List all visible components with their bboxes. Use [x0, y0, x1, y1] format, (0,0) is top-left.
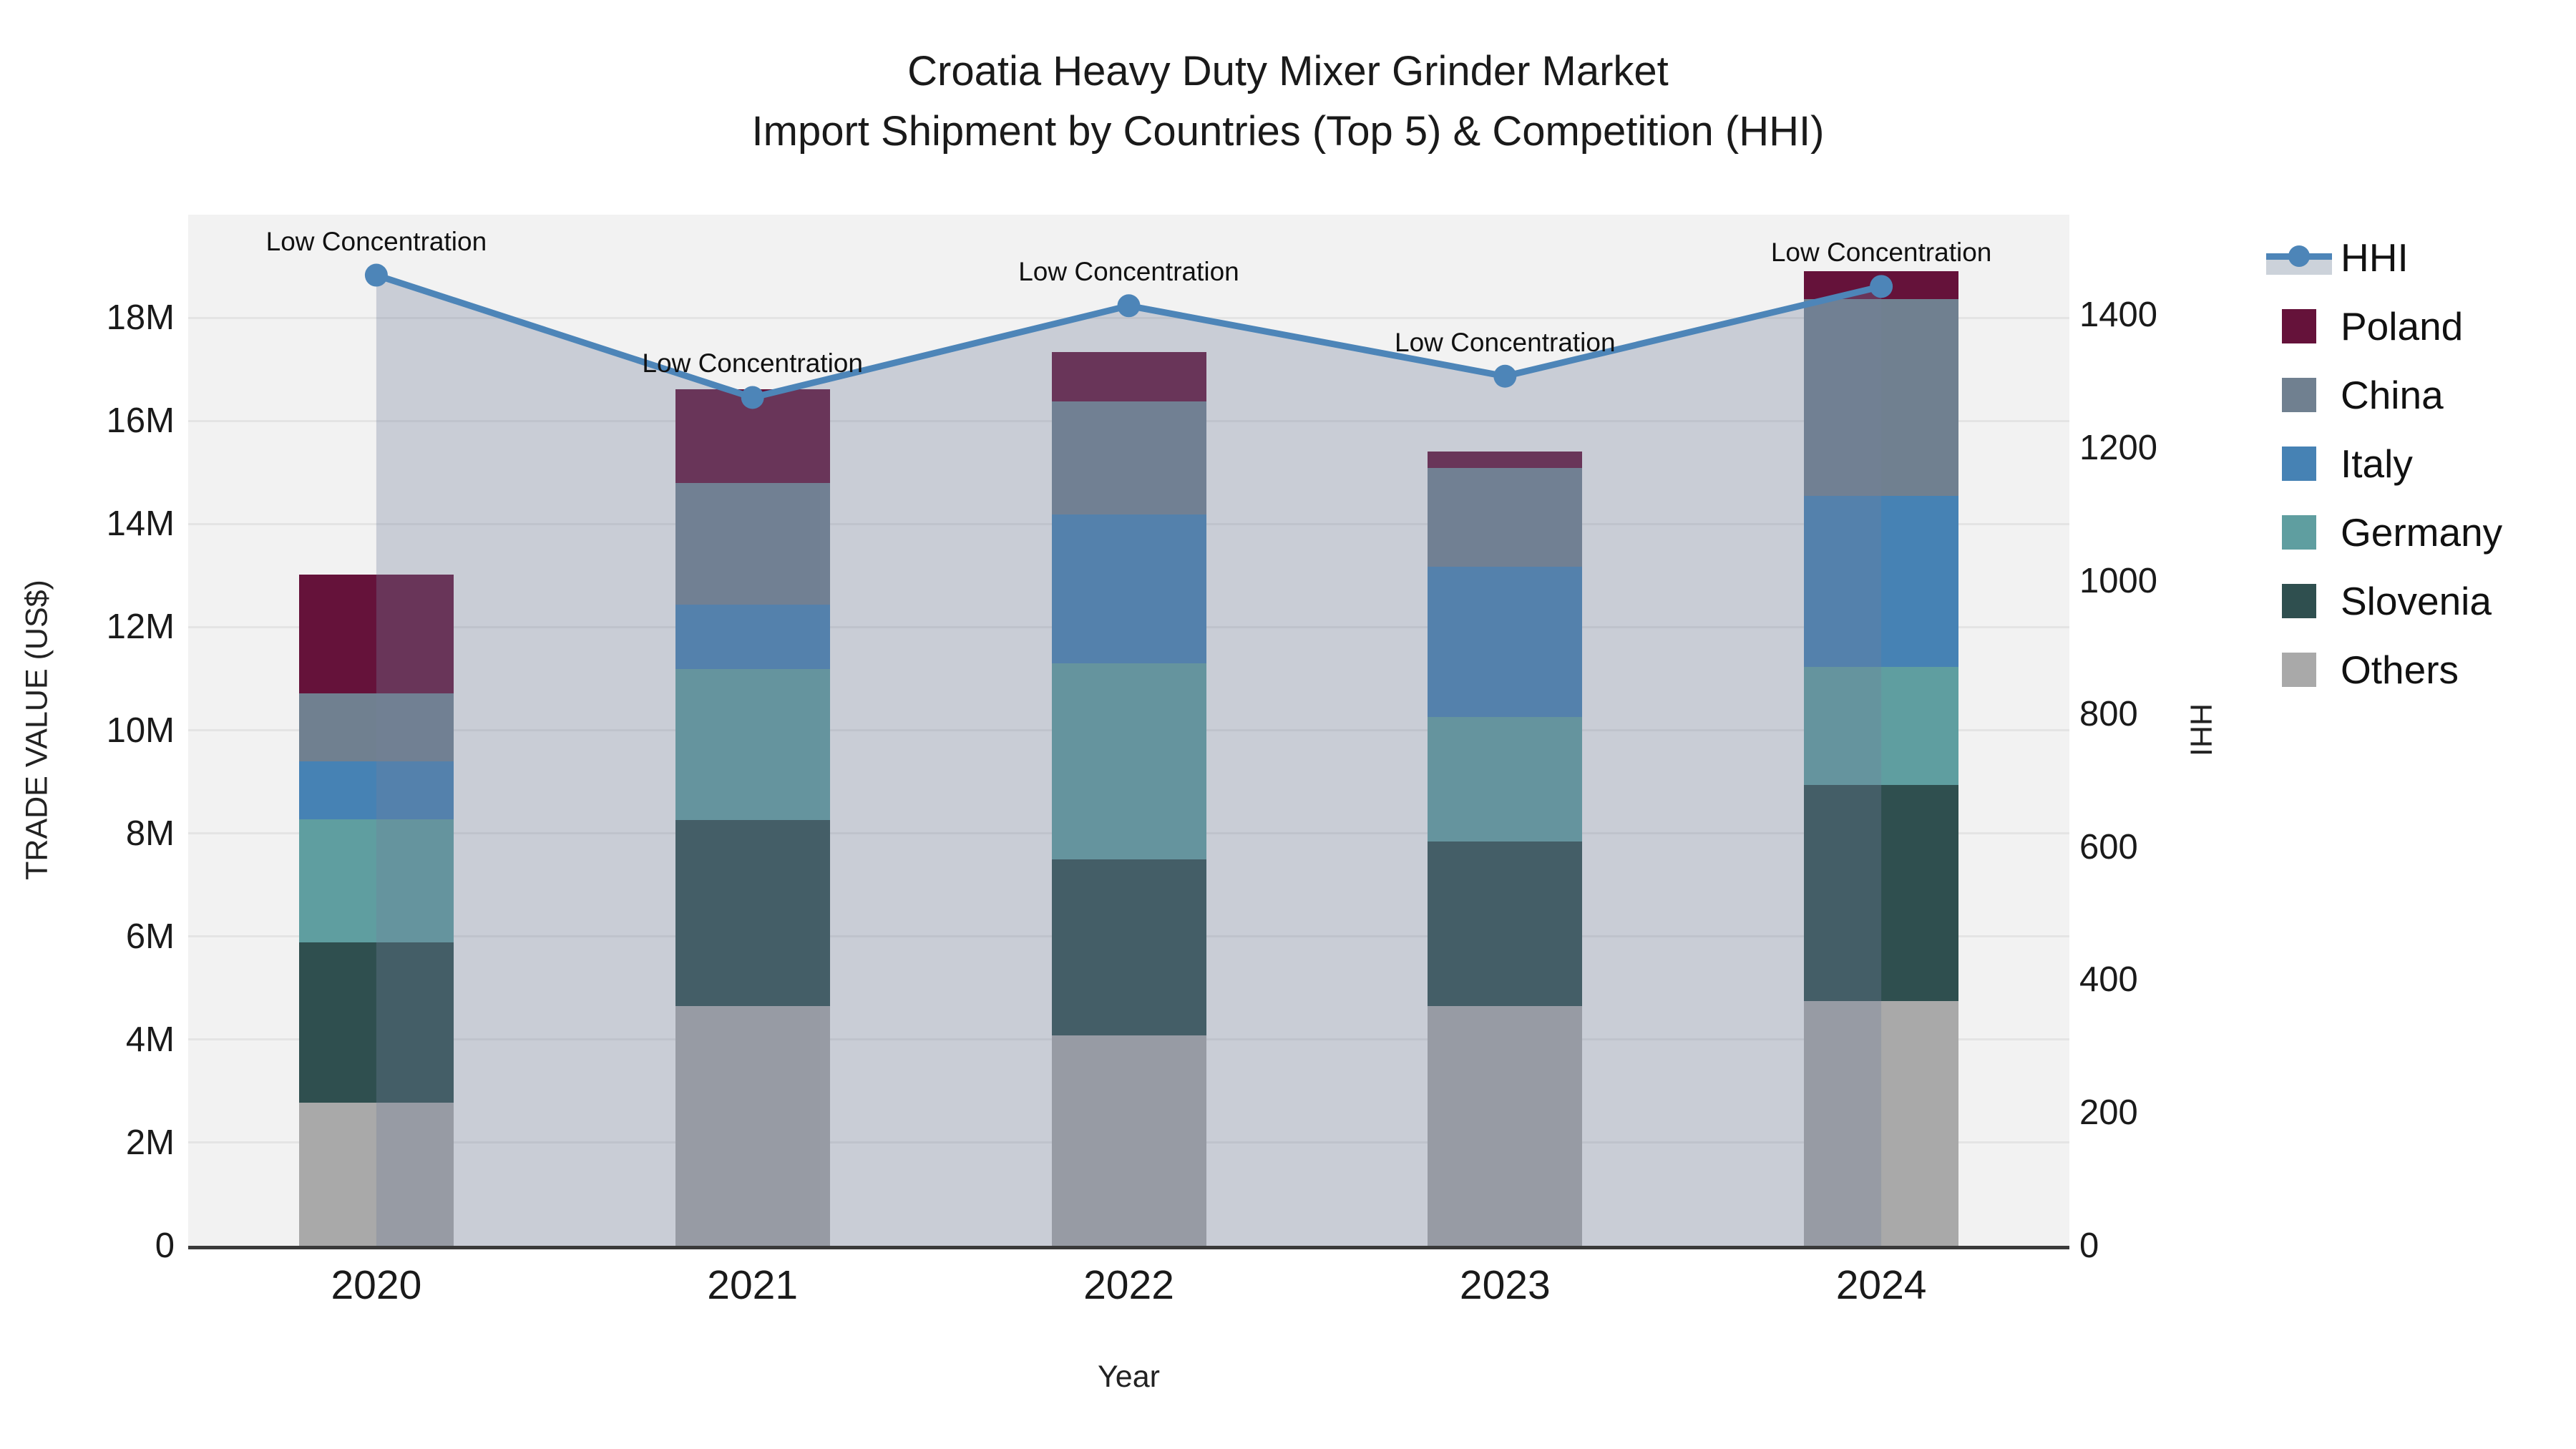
y-axis-right-title: HHI [2183, 703, 2218, 757]
legend-item-others: Others [2258, 635, 2572, 704]
bar-segment-2022-slovenia [1051, 859, 1206, 1036]
y-left-tick-8M: 8M [125, 814, 175, 853]
y-right-tick-1000: 1000 [2079, 561, 2158, 600]
x-tick-2024: 2024 [1835, 1262, 1927, 1308]
annotation-2022: Low Concentration [1018, 257, 1239, 287]
y-right-tick-400: 400 [2079, 960, 2138, 1000]
bar-segment-2021-china [675, 483, 830, 605]
legend-label-italy: Italy [2341, 441, 2413, 486]
gridline-18M [188, 316, 2069, 319]
legend-hhi-marker-dot [2288, 245, 2310, 267]
legend-swatch-poland [2282, 309, 2316, 343]
bar-segment-2020-germany [298, 819, 454, 942]
bar-segment-2024-others [1804, 1001, 1959, 1246]
annotation-2020: Low Concentration [265, 226, 487, 256]
legend-swatch-italy [2282, 447, 2316, 481]
hhi-marker-2023 [1493, 364, 1517, 388]
y-left-tick-4M: 4M [125, 1020, 175, 1059]
bar-segment-2022-germany [1051, 663, 1206, 859]
bar-segment-2024-germany [1804, 666, 1959, 785]
chart-title-line1: Croatia Heavy Duty Mixer Grinder Market [907, 48, 1669, 94]
bar-segment-2023-italy [1428, 567, 1583, 718]
x-axis-line [188, 1246, 2069, 1249]
bar-segment-2024-china [1804, 299, 1959, 496]
legend-label-hhi: HHI [2341, 235, 2409, 280]
y-right-tick-1400: 1400 [2079, 296, 2158, 335]
bar-segment-2021-others [675, 1005, 830, 1246]
y-left-tick-0: 0 [155, 1226, 175, 1265]
legend-label-poland: Poland [2341, 304, 2464, 348]
legend-swatch-china [2282, 378, 2316, 412]
y-left-tick-14M: 14M [106, 504, 175, 544]
legend-label-china: China [2341, 373, 2444, 417]
legend-swatch-slovenia [2282, 584, 2316, 618]
x-tick-2022: 2022 [1083, 1262, 1174, 1308]
annotation-2021: Low Concentration [642, 348, 863, 379]
x-tick-2020: 2020 [331, 1262, 422, 1308]
bar-segment-2023-slovenia [1428, 841, 1583, 1006]
hhi-marker-2021 [741, 386, 764, 409]
bar-segment-2022-others [1051, 1035, 1206, 1246]
y-right-tick-0: 0 [2079, 1226, 2099, 1265]
x-tick-2023: 2023 [1459, 1262, 1551, 1308]
chart-title-line2: Import Shipment by Countries (Top 5) & C… [751, 108, 1825, 155]
y-left-tick-18M: 18M [106, 298, 175, 338]
legend-label-others: Others [2341, 648, 2459, 692]
annotation-2023: Low Concentration [1395, 327, 1616, 357]
bar-segment-2023-poland [1428, 451, 1583, 469]
legend-swatch-germany [2282, 515, 2316, 550]
bar-segment-2021-italy [675, 604, 830, 669]
legend-swatch-others [2282, 653, 2316, 687]
legend-item-germany: Germany [2258, 498, 2572, 567]
x-tick-2021: 2021 [707, 1262, 799, 1308]
legend-item-china: China [2258, 361, 2572, 429]
bar-segment-2021-germany [675, 668, 830, 820]
bar-segment-2020-poland [298, 574, 454, 693]
bar-segment-2020-italy [298, 761, 454, 820]
bar-segment-2022-italy [1051, 514, 1206, 663]
bar-segment-2022-china [1051, 401, 1206, 515]
legend: HHI Poland China Italy Germany Slovenia Others [2258, 223, 2572, 704]
bar-segment-2022-poland [1051, 352, 1206, 401]
legend-hhi-line-icon [2266, 223, 2332, 292]
y-right-tick-1200: 1200 [2079, 429, 2158, 468]
bar-segment-2021-slovenia [675, 819, 830, 1006]
legend-item-poland: Poland [2258, 292, 2572, 361]
x-axis-title: Year [1098, 1360, 1160, 1394]
legend-item-hhi: HHI [2258, 223, 2572, 292]
bar-segment-2023-germany [1428, 717, 1583, 842]
y-left-tick-16M: 16M [106, 401, 175, 441]
y-right-tick-600: 600 [2079, 827, 2138, 867]
bar-segment-2024-slovenia [1804, 784, 1959, 1002]
y-axis-left-title: TRADE VALUE (US$) [19, 580, 54, 880]
bar-segment-2020-slovenia [298, 942, 454, 1103]
legend-item-slovenia: Slovenia [2258, 567, 2572, 635]
bar-segment-2023-others [1428, 1005, 1583, 1246]
bar-segment-2020-others [298, 1102, 454, 1246]
legend-label-germany: Germany [2341, 510, 2503, 555]
hhi-marker-2022 [1117, 294, 1141, 318]
hhi-area-fill [376, 275, 1882, 1246]
bar-segment-2020-china [298, 693, 454, 762]
y-right-tick-800: 800 [2079, 694, 2138, 733]
hhi-marker-2024 [1870, 275, 1893, 298]
bar-segment-2024-italy [1804, 495, 1959, 667]
y-left-tick-12M: 12M [106, 608, 175, 647]
bar-segment-2023-china [1428, 468, 1583, 567]
y-left-tick-2M: 2M [125, 1123, 175, 1162]
y-left-tick-10M: 10M [106, 711, 175, 750]
y-left-tick-6M: 6M [125, 917, 175, 956]
hhi-marker-2020 [364, 263, 388, 287]
legend-item-italy: Italy [2258, 429, 2572, 498]
annotation-2024: Low Concentration [1770, 238, 1992, 268]
legend-label-slovenia: Slovenia [2341, 579, 2492, 623]
y-right-tick-200: 200 [2079, 1093, 2138, 1133]
